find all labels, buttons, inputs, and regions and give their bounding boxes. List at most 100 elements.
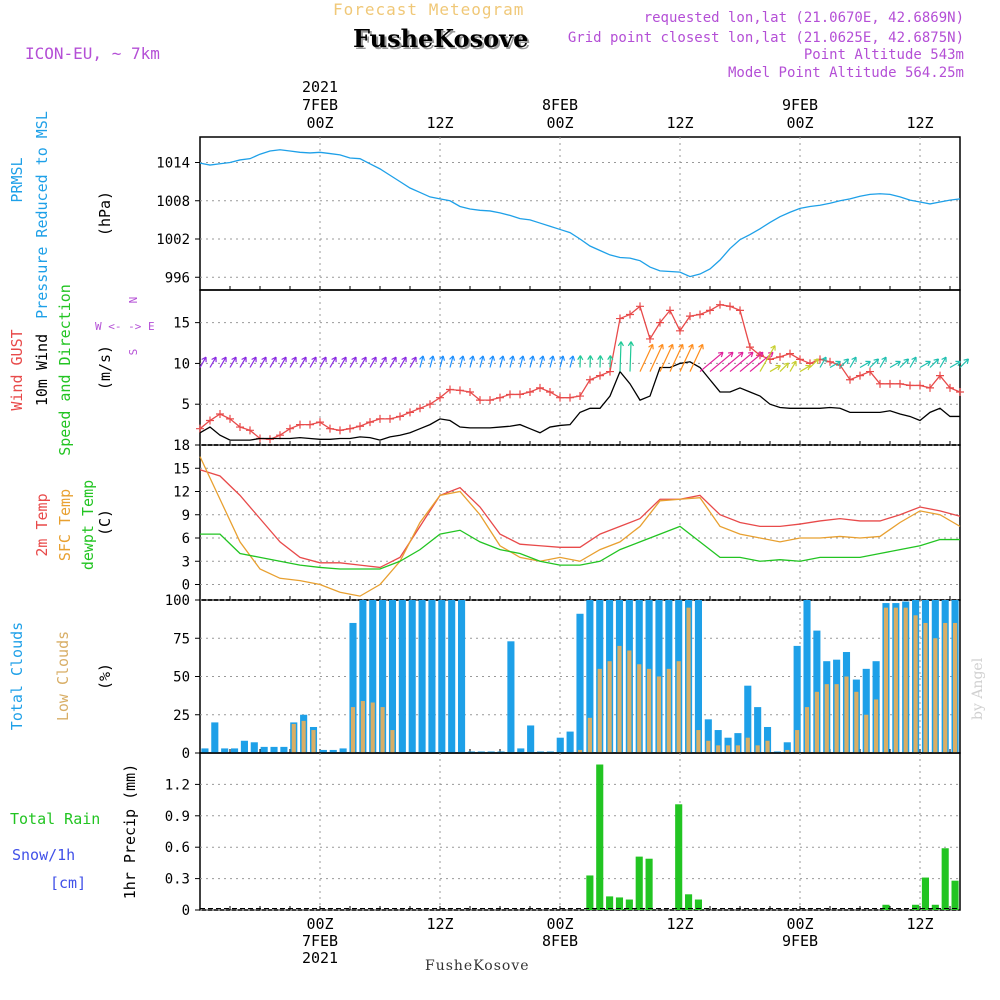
total-cloud-bar [359, 600, 367, 753]
arrow-shaft [689, 344, 704, 372]
gust-marker [606, 367, 614, 376]
arrow-head [688, 343, 694, 350]
low-cloud-bar [943, 622, 948, 753]
low-cloud-bar [933, 638, 938, 753]
top-time-label: 12Z [906, 114, 933, 132]
y-tick-label: 12 [173, 485, 190, 501]
gust-marker [686, 312, 694, 321]
rain-bar [912, 904, 920, 910]
gust-marker [666, 306, 674, 315]
wind-direction-arrow [679, 343, 694, 372]
wind-direction-arrow [199, 356, 207, 368]
compass-south: S [127, 349, 140, 356]
closest-coords: Grid point closest lon,lat (21.0625E, 42… [567, 30, 964, 46]
y-tick-label: 6 [182, 531, 190, 547]
total-cloud-bar [418, 600, 426, 753]
arrow-shaft [239, 356, 247, 368]
arrow-shaft [469, 355, 474, 368]
rain-bar [615, 897, 624, 910]
total-cloud-bar [556, 737, 564, 753]
wind-direction-arrow [649, 343, 664, 372]
low-cloud-bar [864, 714, 869, 753]
arrow-shaft [859, 360, 871, 369]
wind-direction-arrow [329, 356, 337, 368]
gust-marker [546, 387, 554, 396]
arrow-shaft [229, 356, 237, 368]
y-tick-label: 18 [173, 438, 190, 454]
top-time-label: 8FEB [542, 96, 578, 114]
compass-west-east: W <- -> E [95, 320, 155, 333]
total-cloud-bar [744, 685, 752, 753]
arrow-shaft [659, 344, 674, 372]
label-snow: Snow/1h [12, 846, 75, 864]
arrow-head [231, 356, 237, 363]
total-cloud-bar [270, 746, 278, 753]
wind-direction-arrow [279, 356, 287, 368]
arrow-head [783, 362, 790, 369]
wind-direction-arrow [769, 364, 781, 373]
wind-direction-arrow [919, 360, 931, 369]
arrow-head [391, 356, 397, 363]
rain-bar [685, 894, 693, 910]
arrow-shaft [829, 360, 841, 369]
arrow-shaft [539, 355, 544, 368]
gust-marker [656, 318, 664, 327]
arrow-shaft [529, 355, 534, 368]
wind-direction-arrow [439, 355, 446, 368]
arrow-shaft [299, 356, 307, 368]
wind-direction-arrow [839, 358, 850, 368]
total-cloud-bar [458, 600, 466, 753]
gust-marker [876, 379, 884, 388]
bottom-time-label: 12Z [666, 915, 693, 933]
total-cloud-bar [388, 600, 397, 753]
arrow-shaft [489, 355, 494, 368]
wind-direction-arrow [699, 351, 724, 373]
total-cloud-bar [734, 733, 742, 753]
wind-direction-arrow [829, 360, 841, 369]
y-tick-label: 100 [165, 593, 190, 609]
wind-direction-arrow [469, 355, 476, 368]
y-tick-label: 0 [182, 903, 190, 919]
wind-direction-arrow [409, 356, 417, 368]
arrow-shaft [379, 356, 387, 368]
gust-marker [956, 387, 964, 396]
total-cloud-bar [408, 600, 416, 753]
arrow-shaft [739, 351, 764, 373]
low-cloud-bar [627, 650, 632, 753]
gust-marker [456, 386, 464, 395]
wind-direction-arrow [339, 356, 347, 368]
model-label: ICON-EU, ~ 7km [25, 44, 160, 63]
wind-direction-arrow [659, 343, 674, 372]
wind-direction-arrow [379, 356, 387, 368]
arrow-shaft [729, 351, 754, 373]
y-tick-label: 15 [173, 461, 190, 477]
gust-marker [486, 396, 494, 405]
arrow-shaft [869, 358, 879, 368]
total-cloud-bar [280, 746, 288, 753]
wind-direction-arrow [759, 345, 776, 372]
bottom-time-label: 2021 [302, 949, 338, 967]
arrow-head [489, 355, 496, 361]
arrow-shaft [939, 356, 947, 368]
arrow-shaft [519, 355, 524, 368]
arrow-head [791, 360, 797, 367]
low-cloud-bar [725, 745, 731, 753]
arrow-head [529, 355, 536, 361]
arrow-head [311, 356, 317, 363]
top-time-label: 7FEB [302, 96, 338, 114]
arrow-shaft [509, 355, 514, 368]
arrow-shaft [259, 356, 267, 368]
arrow-head [291, 356, 297, 363]
label-sfc-temp: SFC Temp [56, 489, 74, 561]
wind-direction-arrow [289, 356, 297, 368]
arrow-shaft [459, 355, 464, 368]
arrow-shaft [699, 351, 724, 373]
y-tick-label: 25 [173, 708, 190, 724]
total-cloud-bar [517, 748, 525, 753]
wind-direction-arrow [597, 355, 604, 368]
arrow-shaft [319, 356, 327, 368]
credit-watermark: by Angel [970, 657, 986, 720]
gust-marker [526, 387, 534, 396]
low-cloud-bar [745, 737, 750, 753]
arrow-head [499, 355, 506, 361]
